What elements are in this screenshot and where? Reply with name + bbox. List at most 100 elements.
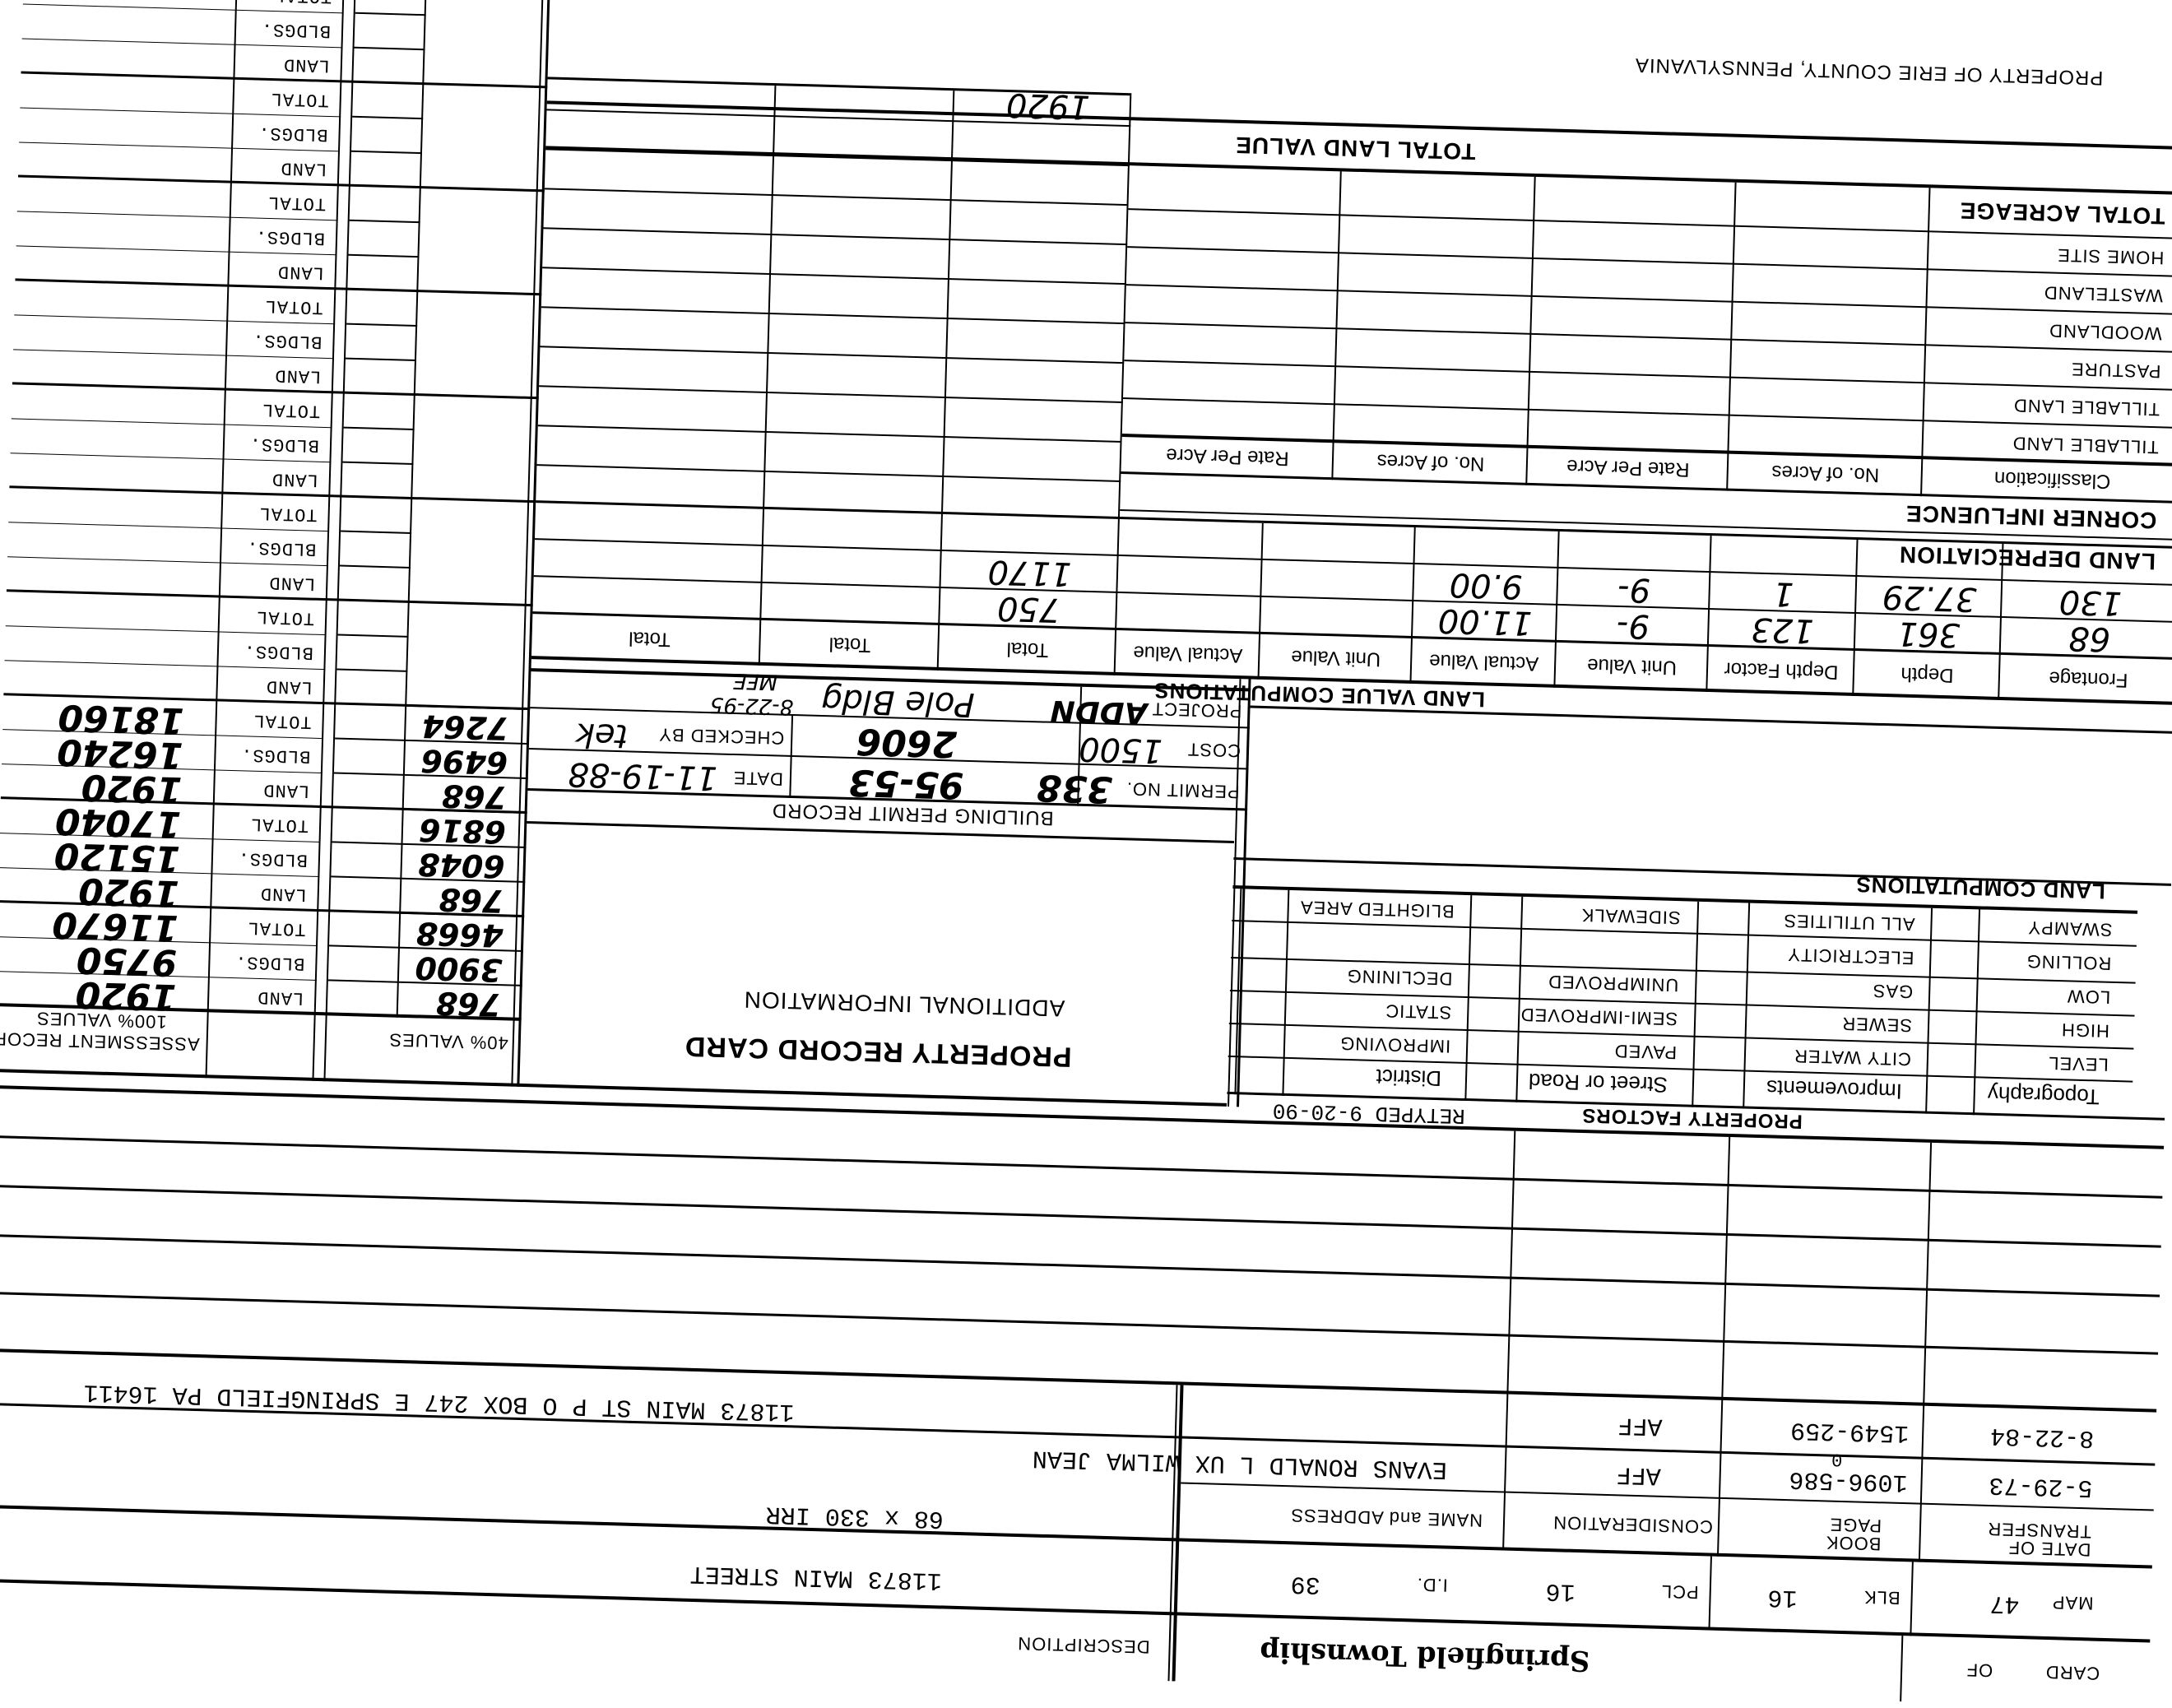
assessment-row-label: TOTAL: [249, 813, 309, 836]
rule-line: [0, 1233, 2160, 1297]
assessment-row-label: LAND: [262, 779, 310, 801]
retyped-note: RETYPED 9-20-90: [1272, 1098, 1466, 1128]
factor-option: BLIGHTED AREA: [1299, 897, 1455, 922]
rule-line: [355, 12, 426, 16]
rule-line: [0, 1184, 2161, 1248]
rule-line: [349, 219, 420, 224]
assessment-row-label: TOTAL: [247, 917, 306, 940]
project-initials: MFE: [732, 667, 778, 694]
acreage-header: No. of Acres: [1771, 461, 1880, 486]
rule-line: [331, 875, 402, 880]
assessment-row-label: TOTAL: [253, 709, 312, 732]
rule-line: [763, 86, 777, 509]
rule-line: [0, 1578, 2151, 1643]
permit-date: 11-19-88: [567, 754, 718, 797]
factor-option: SWAMPY: [2027, 917, 2113, 940]
factor-option: GAS: [1872, 980, 1914, 1003]
rule-line: [527, 821, 1235, 844]
land-value-header: Depth Factor: [1724, 657, 1839, 684]
rule-line: [540, 346, 1125, 364]
factor-option: ROLLING: [2026, 950, 2112, 974]
assessment-row-label: LAND: [271, 468, 319, 490]
rule-line: [346, 323, 418, 327]
rule-line: [539, 385, 1123, 404]
acreage-class: TILLABLE LAND: [2012, 395, 2160, 420]
factor-option: HIGH: [2060, 1019, 2110, 1042]
rule-line: [205, 0, 238, 1079]
land-value-header: Depth: [1900, 662, 1954, 687]
rule-line: [350, 150, 422, 155]
acreage-class: WOODLAND: [2048, 320, 2163, 345]
factor-option: SIDEWALK: [1580, 904, 1681, 929]
value-40: 768: [435, 985, 502, 1023]
land-value-cell: 68: [2068, 619, 2111, 658]
land-value-cell: 9.00: [1449, 565, 1524, 606]
assessment-row-label: LAND: [257, 986, 304, 1009]
factor-option: PAVED: [1613, 1041, 1678, 1064]
project-date: 8-22-95: [709, 692, 794, 720]
rule-line: [1502, 1130, 1516, 1551]
assessment-row-label: BLDGS.: [243, 640, 314, 663]
land-value-cell: 9-: [1616, 606, 1650, 646]
blk-label: BLK: [1863, 1586, 1900, 1608]
assessment-row-label: TOTAL: [273, 0, 332, 7]
rule-line: [536, 464, 1121, 483]
rule-line: [337, 634, 409, 638]
rule-line: [1726, 182, 1737, 491]
pcl-value: 16: [1545, 1576, 1576, 1605]
assessment-row-label: TOTAL: [270, 87, 330, 110]
land-value-header: Actual Value: [1428, 649, 1539, 675]
acreage-header: No. of Acres: [1376, 449, 1485, 476]
land-value-table: Frontage Depth Depth Factor Unit Value Actua…: [0, 553, 2148, 1708]
rule-line: [1331, 171, 1342, 480]
factor-option: SEWER: [1841, 1013, 1913, 1037]
permit-cost-2: 2606: [856, 720, 958, 765]
rule-line: [348, 253, 420, 258]
date-label: DATE: [732, 767, 784, 790]
value-40: 6496: [420, 742, 508, 782]
rule-line: [327, 979, 399, 983]
rule-line: [1232, 919, 2137, 947]
assessment-row-label: BLDGS.: [234, 951, 305, 974]
land-value-cell: 361: [1896, 614, 1961, 654]
land-value-header: Total: [1006, 638, 1049, 661]
consideration: AFF: [1616, 1460, 1662, 1489]
factor-header: Topography: [1987, 1081, 2100, 1110]
land-value-cell: 1: [1772, 574, 1795, 613]
rule-line: [1250, 705, 2172, 734]
factor-option: CITY WATER: [1793, 1046, 1912, 1070]
rule-line: [335, 737, 406, 741]
assessment-row-label: LAND: [274, 364, 322, 387]
rule-line: [1172, 1385, 1184, 1682]
book-page-header: BOOK PAGE: [1825, 1514, 1882, 1555]
acreage-header: Rate Per Acre: [1566, 455, 1690, 481]
owner-name: EVANS RONALD L UX WILMA JEAN: [1032, 1443, 1448, 1483]
rule-line: [0, 1291, 2159, 1355]
rule-line: [329, 945, 401, 949]
rule-line: [1124, 360, 2172, 392]
blk-value: 16: [1767, 1582, 1798, 1612]
land-value-cell: 37.29: [1882, 577, 1977, 619]
rule-line: [1918, 1142, 1933, 1562]
rule-line: [1127, 246, 2172, 278]
assessment-row-label: BLDGS.: [237, 847, 309, 870]
rule-line: [517, 0, 550, 1087]
assessment-row-label: LAND: [280, 157, 327, 179]
land-value-header: Unit Value: [1586, 653, 1678, 679]
land-value-header: Total: [628, 627, 671, 651]
assessment-row-label: TOTAL: [264, 295, 324, 318]
permit-no: 338: [1036, 766, 1113, 810]
assessment-row-label: BLDGS.: [248, 433, 320, 456]
assessment-row-label: BLDGS.: [239, 744, 311, 767]
consideration-header: CONSIDERATION: [1552, 1512, 1714, 1538]
property-factors-title: PROPERTY FACTORS: [1580, 1103, 1803, 1133]
permit-cost: 1500: [1078, 729, 1163, 770]
rule-line: [332, 841, 403, 845]
rule-line: [1125, 322, 2172, 354]
rule-line: [1525, 176, 1536, 485]
rule-line: [343, 426, 415, 431]
rule-line: [511, 0, 544, 1087]
acreage-header: Rate Per Acre: [1165, 443, 1290, 470]
